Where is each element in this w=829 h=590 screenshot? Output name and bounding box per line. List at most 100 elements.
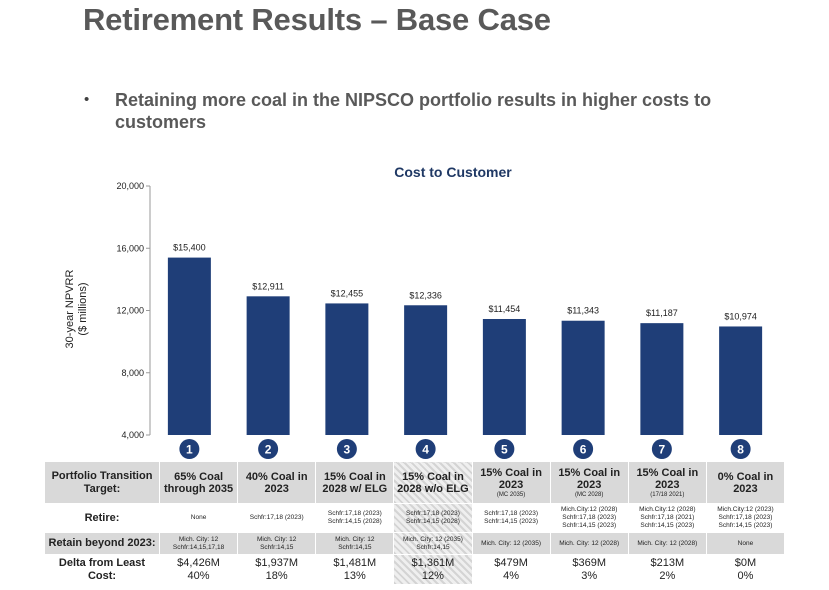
bar: [561, 320, 605, 435]
cell-delta: $213M 2%: [627, 554, 707, 585]
y-tick-label: 16,000: [116, 243, 144, 253]
cell-retain: Mich. City: 12 (2028): [549, 532, 629, 555]
table-row-retain: Retain beyond 2023: Mich. City: 12 Schfr:1…: [44, 532, 786, 555]
scenario-badge: [494, 439, 515, 459]
cell-target: 65% Coal through 2035: [158, 461, 239, 504]
cell-retain: Mich. City: 12 Schfr:14,15: [315, 532, 395, 555]
cell-retain: Mich. City: 12 Schfr:14,15,17,18: [158, 532, 239, 555]
retain-line: Mich. City: 12 (2035): [402, 535, 463, 543]
target-text: 0% Coal in 2023: [717, 470, 774, 495]
cell-retire: Schfr:17,18 (2023) Schfr:14,15 (2023): [471, 503, 551, 533]
target-text: 15% Coal in 2023 (MC 2035): [474, 467, 549, 499]
page-title: Retirement Results – Base Case: [83, 2, 551, 37]
row-label-delta: Delta from Least Cost:: [44, 554, 160, 585]
delta-amount: $1,361M: [411, 556, 455, 569]
bar: [640, 323, 684, 435]
delta-amount: $1,937M: [255, 556, 299, 569]
cell-target: 15% Coal in 2023 (MC 2028): [549, 461, 629, 504]
retain-line: Mich. City: 12 (2035): [481, 539, 542, 547]
retire-line: Schfr:14,15 (2023): [484, 518, 538, 525]
cell-retain: None: [705, 532, 786, 555]
scenario-table: Portfolio Transition Target: 65% Coal thr…: [44, 461, 786, 585]
row-label-retain: Retain beyond 2023:: [44, 532, 160, 555]
delta-percent: 13%: [343, 569, 366, 582]
data-label: $11,187: [646, 308, 678, 318]
cell-delta: $4,426M 40%: [158, 554, 239, 585]
delta-percent: 4%: [503, 569, 520, 582]
scenario-badge: [258, 439, 279, 459]
retain-line: Mich. City: 12 (2028): [637, 539, 698, 547]
cell-retire: Mich.City:12 (2028) Schfr:17,18 (2021) Sch…: [627, 503, 707, 533]
retain-line: Mich. City: 12: [335, 535, 375, 543]
scenario-number: 6: [580, 443, 587, 457]
scenario-number: 8: [737, 443, 744, 457]
bar: [246, 296, 290, 435]
retain-line: Mich. City: 12: [257, 535, 297, 543]
target-text: 15% Coal in 2028 w/o ELG: [397, 470, 469, 495]
data-label: $11,454: [488, 304, 520, 314]
bar: [167, 257, 211, 435]
cell-delta: $369M 3%: [549, 554, 629, 585]
retire-line: Schfr:17,18 (2023): [327, 510, 382, 517]
target-subtext: (MC 2035): [496, 491, 526, 498]
data-label: $12,455: [331, 288, 364, 298]
retire-line: Schfr:14,15 (2023): [718, 522, 773, 529]
delta-percent: 18%: [265, 569, 288, 582]
retain-line: None: [737, 539, 754, 547]
delta-amount: $479M: [494, 556, 528, 569]
retire-line: Mich.City:12 (2023): [717, 506, 774, 513]
scenario-number: 3: [344, 443, 351, 457]
scenario-badge: [415, 439, 436, 459]
retire-line: Schfr:14,15 (2028): [406, 518, 460, 525]
retain-line: Mich. City: 12: [178, 535, 219, 543]
bar: [719, 326, 763, 435]
cell-delta: $1,481M 13%: [315, 554, 395, 585]
cell-delta: $1,937M 18%: [237, 554, 317, 585]
retire-line: Schfr:14,15 (2023): [640, 522, 695, 529]
chart-title: Cost to Customer: [394, 164, 512, 180]
delta-amount: $369M: [572, 556, 606, 569]
retire-line: Schfr:17,18 (2023): [249, 514, 304, 521]
target-subtext: (17/18 2021): [650, 491, 685, 498]
table-row-target: Portfolio Transition Target: 65% Coal thr…: [44, 461, 786, 504]
cell-target: 40% Coal in 2023: [237, 461, 317, 504]
scenario-number: 2: [265, 443, 272, 457]
delta-percent: 40%: [187, 569, 210, 582]
retire-line: None: [190, 514, 207, 521]
cell-target: 15% Coal in 2023 (17/18 2021): [627, 461, 707, 504]
cell-retire: Schfr:17,18 (2023) Schfr:14,15 (2028): [393, 503, 473, 533]
bullet-text: Retaining more coal in the NIPSCO portfo…: [115, 90, 712, 132]
scenario-number: 7: [659, 443, 666, 457]
retain-line: Schfr:14,15,17,18: [172, 543, 225, 551]
data-label: $10,974: [724, 311, 757, 321]
target-text: 15% Coal in 2023 (MC 2028): [552, 467, 627, 499]
retire-line: Schfr:17,18 (2023): [406, 510, 460, 517]
scenario-number: 5: [501, 443, 508, 457]
retain-line: Schfr:14,15: [338, 543, 372, 551]
retire-line: Schfr:17,18 (2023): [484, 510, 538, 517]
cell-retire: Schfr:17,18 (2023): [237, 503, 317, 533]
y-tick-label: 20,000: [116, 181, 144, 191]
target-text: 15% Coal in 2023 (17/18 2021): [630, 467, 705, 499]
bar: [482, 318, 526, 435]
cell-retire: Mich.City:12 (2023) Schfr:17,18 (2023) Sch…: [705, 503, 786, 533]
retain-line: Mich. City: 12 (2028): [559, 539, 620, 547]
cell-target: 15% Coal in 2028 w/o ELG: [393, 461, 473, 504]
retire-line: Mich.City:12 (2028): [639, 506, 696, 513]
data-label: $12,911: [252, 281, 284, 291]
delta-amount: $0M: [734, 556, 757, 569]
data-label: $11,343: [567, 306, 599, 316]
scenario-number: 1: [186, 443, 193, 457]
bar: [325, 303, 369, 435]
target-subtext: (MC 2028): [575, 491, 604, 498]
delta-percent: 2%: [659, 569, 676, 582]
cell-retain: Mich. City: 12 (2028): [627, 532, 707, 555]
cell-target: 15% Coal in 2028 w/ ELG: [315, 461, 395, 504]
cell-delta: $0M 0%: [705, 554, 786, 585]
cell-retain: Mich. City: 12 Schfr:14,15: [237, 532, 317, 555]
scenario-badge: [573, 439, 594, 459]
data-label: $15,400: [173, 243, 206, 253]
cell-target: 15% Coal in 2023 (MC 2035): [471, 461, 551, 504]
target-text: 65% Coal through 2035: [164, 470, 234, 495]
delta-percent: 3%: [581, 569, 598, 582]
